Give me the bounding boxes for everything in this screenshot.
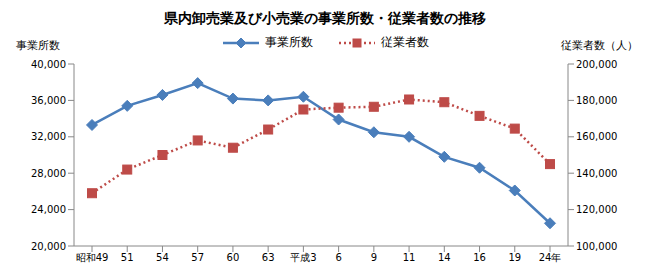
svg-text:24年: 24年	[539, 252, 562, 263]
svg-text:24,000: 24,000	[31, 204, 66, 215]
svg-text:32,000: 32,000	[31, 131, 66, 142]
svg-text:9: 9	[371, 252, 377, 263]
svg-text:14: 14	[438, 252, 451, 263]
svg-text:19: 19	[508, 252, 521, 263]
svg-text:140,000: 140,000	[576, 168, 617, 179]
svg-text:120,000: 120,000	[576, 204, 617, 215]
svg-text:63: 63	[262, 252, 275, 263]
svg-text:40,000: 40,000	[31, 59, 66, 70]
html-text:県内卸売業及び小売業の事業所数・従業者数の推移: 県内卸売業及び小売業の事業所数・従業者数の推移	[164, 10, 486, 26]
html-text:従業者数: 従業者数	[381, 35, 429, 49]
svg-text:51: 51	[121, 252, 134, 263]
svg-text:28,000: 28,000	[31, 168, 66, 179]
html-text:事業所数: 事業所数	[265, 35, 313, 49]
svg-text:200,000: 200,000	[576, 59, 617, 70]
svg-text:180,000: 180,000	[576, 95, 617, 106]
svg-text:11: 11	[403, 252, 416, 263]
svg-text:60: 60	[227, 252, 240, 263]
svg-text:57: 57	[191, 252, 204, 263]
svg-text:平成3: 平成3	[290, 252, 316, 263]
svg-text:6: 6	[335, 252, 341, 263]
svg-text:20,000: 20,000	[31, 241, 66, 252]
svg-text:16: 16	[473, 252, 486, 263]
svg-text:160,000: 160,000	[576, 131, 617, 142]
svg-text:100,000: 100,000	[576, 241, 617, 252]
html-text:従業者数（人）: 従業者数（人）	[561, 39, 638, 52]
svg-text:昭和49: 昭和49	[76, 252, 109, 263]
html-text:事業所数: 事業所数	[16, 39, 60, 52]
svg-text:36,000: 36,000	[31, 95, 66, 106]
svg-text:54: 54	[156, 252, 169, 263]
